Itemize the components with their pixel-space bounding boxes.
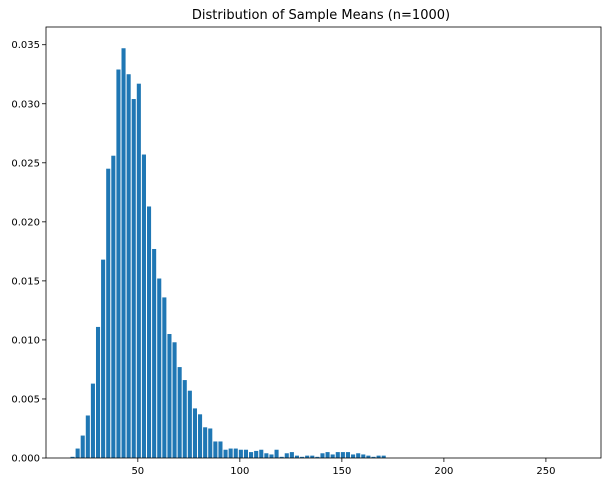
histogram-bar — [330, 454, 335, 458]
histogram-bar — [152, 248, 157, 458]
histogram-bar — [381, 455, 386, 458]
histogram-bar — [366, 455, 371, 458]
x-tick-label: 100 — [230, 466, 249, 477]
histogram-bar — [218, 441, 223, 458]
histogram-bar — [106, 168, 111, 458]
histogram-bar — [310, 455, 315, 458]
histogram-bar — [177, 367, 182, 458]
histogram-bar — [162, 297, 167, 458]
histogram-bar — [90, 383, 95, 458]
histogram-bar — [371, 456, 376, 458]
histogram-bar — [269, 454, 274, 458]
histogram-bar — [192, 408, 197, 458]
histogram-bar — [351, 454, 356, 458]
histogram-bar — [340, 452, 345, 458]
histogram-bar — [141, 154, 146, 458]
y-tick-label: 0.025 — [11, 158, 40, 169]
x-tick-label: 50 — [131, 466, 144, 477]
y-tick-label: 0.015 — [11, 276, 40, 287]
histogram-bar — [198, 414, 203, 458]
histogram-bar — [136, 83, 141, 459]
histogram-bar — [223, 449, 228, 458]
histogram-bar — [320, 453, 325, 458]
histogram-bar — [111, 155, 116, 458]
plot-frame — [45, 26, 602, 459]
y-tick-label: 0.005 — [11, 394, 40, 405]
histogram-bar — [157, 278, 162, 458]
histogram-bar — [300, 456, 305, 458]
histogram-bar — [259, 449, 264, 458]
histogram-bar — [131, 99, 136, 458]
axes-layer: 50 100 150 200 250 0.000 0.005 0.010 0.015 0.020 0… — [11, 26, 602, 477]
x-tick-label: 200 — [434, 466, 453, 477]
histogram-bar — [356, 453, 361, 458]
y-tick-label: 0.035 — [11, 40, 40, 51]
histogram-bar — [335, 452, 340, 458]
histogram-bar — [254, 450, 259, 458]
histogram-bar — [284, 453, 289, 458]
histogram-bar — [101, 259, 106, 458]
histogram-bar — [238, 449, 243, 458]
histogram-bar — [172, 342, 177, 458]
histogram-bar — [70, 456, 75, 458]
histogram-bar — [274, 449, 279, 458]
histogram-bar — [345, 452, 351, 458]
histogram-bar — [325, 452, 330, 458]
histogram-bar — [228, 448, 233, 458]
histogram-bar — [376, 455, 381, 458]
bars-layer — [70, 48, 386, 459]
histogram-bar — [187, 390, 192, 458]
histogram-bar — [249, 452, 254, 458]
histogram-bar — [361, 454, 366, 458]
x-tick-label: 250 — [536, 466, 555, 477]
histogram-bar — [116, 69, 121, 458]
y-tick-label: 0.010 — [11, 335, 40, 346]
x-tick-label: 150 — [332, 466, 351, 477]
histogram-bar — [294, 455, 300, 458]
histogram-bar — [95, 326, 101, 458]
histogram-bar — [213, 441, 218, 458]
chart-title: Distribution of Sample Means (n=1000) — [192, 8, 450, 23]
histogram-bar — [121, 48, 126, 458]
histogram-bar — [233, 448, 238, 458]
histogram-bar — [85, 415, 90, 458]
histogram-bar — [208, 428, 213, 458]
y-tick-label: 0.000 — [11, 454, 40, 465]
histogram-bar — [147, 206, 152, 458]
histogram-bar — [203, 427, 208, 458]
y-tick-label: 0.030 — [11, 99, 40, 110]
histogram-bar — [243, 449, 248, 458]
histogram-bar — [315, 456, 320, 458]
histogram-bar — [289, 452, 294, 458]
histogram-bar — [182, 380, 187, 458]
histogram-bar — [264, 453, 269, 458]
histogram-bar — [75, 448, 80, 458]
histogram-bar — [126, 74, 131, 458]
histogram-bar — [167, 334, 172, 458]
y-tick-label: 0.020 — [11, 217, 40, 228]
histogram-bar — [80, 435, 85, 458]
histogram-bar — [305, 455, 310, 458]
histogram-bar — [279, 456, 284, 458]
